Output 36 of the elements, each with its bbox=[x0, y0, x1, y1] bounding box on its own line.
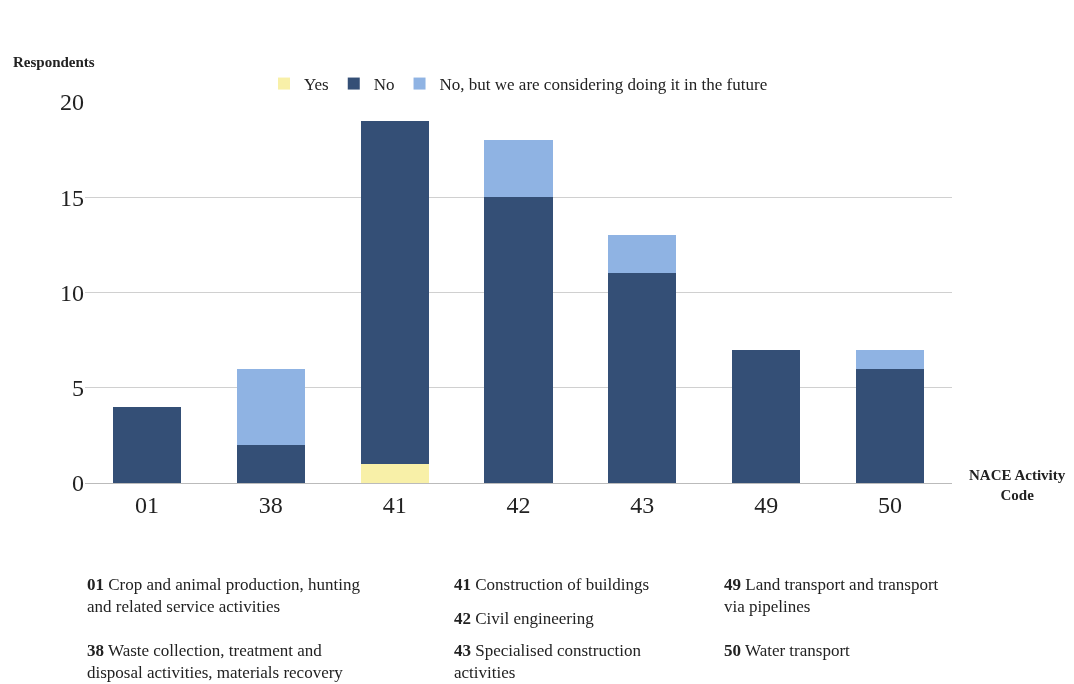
bar bbox=[236, 368, 305, 445]
bar bbox=[236, 444, 305, 483]
legend-label: Yes bbox=[304, 75, 329, 95]
bar bbox=[360, 121, 429, 464]
bar bbox=[484, 140, 553, 198]
text: 43 Specialised construction activities bbox=[454, 641, 642, 683]
y-tick-label: 5 bbox=[72, 375, 84, 402]
x-tick-label: 01 bbox=[134, 491, 159, 518]
x-tick-label: 50 bbox=[878, 491, 903, 518]
x-axis-title: NACE Activity Code bbox=[969, 467, 1066, 503]
bar bbox=[360, 463, 429, 483]
bar bbox=[608, 235, 677, 274]
bar bbox=[732, 349, 801, 483]
legend-label: No, but we are considering doing it in the future bbox=[439, 75, 768, 95]
text: 01 Crop and animal production, hunting and related service activities bbox=[87, 575, 361, 617]
text: 50 Water transport bbox=[724, 641, 851, 660]
bar bbox=[856, 368, 925, 483]
y-tick-label: 15 bbox=[60, 184, 84, 211]
y-tick-label: 20 bbox=[60, 89, 84, 116]
text: 49 Land transport and transport via pipelines bbox=[724, 575, 939, 617]
text: 41 Construction of buildings bbox=[454, 575, 650, 594]
x-tick-label: 38 bbox=[258, 491, 283, 518]
bar bbox=[608, 273, 677, 483]
bar bbox=[112, 406, 181, 483]
x-tick-label: 42 bbox=[506, 491, 531, 518]
y-axis-title: Respondents bbox=[13, 54, 95, 70]
y-tick-label: 10 bbox=[60, 279, 84, 306]
y-tick-label: 0 bbox=[72, 470, 84, 497]
bar bbox=[484, 197, 553, 483]
x-tick-label: 49 bbox=[754, 491, 779, 518]
text: 42 Civil engineering bbox=[454, 609, 595, 628]
x-tick-label: 43 bbox=[630, 491, 655, 518]
text: 38 Waste collection, treatment and disposal activities, materials recovery bbox=[87, 641, 344, 683]
legend-label: No bbox=[373, 75, 395, 95]
bar bbox=[856, 349, 925, 369]
x-tick-label: 41 bbox=[382, 491, 407, 518]
